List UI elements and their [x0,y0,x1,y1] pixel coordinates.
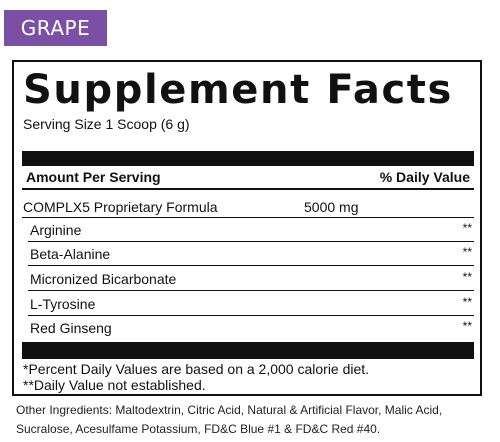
ingredient-daily-value: ** [462,221,472,235]
flavor-badge: GRAPE [4,10,107,46]
formula-amount: 5000 mg [304,199,359,215]
ingredient-daily-value: ** [462,319,472,333]
ingredient-name: Micronized Bicarbonate [30,271,177,287]
formula-row: COMPLX5 Proprietary Formula 5000 mg [22,198,474,218]
ingredient-row: Arginine ** [28,218,474,242]
daily-value-footnote: *Percent Daily Values are based on a 2,0… [23,361,370,377]
ingredient-row: L-Tyrosine ** [28,292,474,316]
other-ingredients-line: Sucralose, Acesulfame Potassium, FD&C Bl… [16,422,381,436]
not-established-footnote: **Daily Value not established. [23,377,206,393]
ingredient-row: Red Ginseng ** [28,316,474,340]
top-divider-bar [22,151,474,166]
ingredient-name: Arginine [30,222,82,238]
amount-per-serving-header: Amount Per Serving [26,169,161,185]
ingredient-daily-value: ** [462,270,472,284]
serving-size: Serving Size 1 Scoop (6 g) [23,116,190,132]
supplement-facts-panel: Supplement Facts Serving Size 1 Scoop (6… [12,60,482,396]
flavor-label: GRAPE [20,16,91,40]
panel-title: Supplement Facts [23,67,453,113]
other-ingredients-line: Other Ingredients: Maltodextrin, Citric … [16,403,443,417]
ingredient-daily-value: ** [462,295,472,309]
ingredient-name: Red Ginseng [30,320,112,336]
bottom-divider-bar [22,342,474,359]
ingredient-row: Micronized Bicarbonate ** [28,267,474,291]
ingredient-name: L-Tyrosine [30,296,96,312]
ingredient-name: Beta-Alanine [30,246,111,262]
ingredient-daily-value: ** [462,245,472,259]
other-ingredients: Other Ingredients: Maltodextrin, Citric … [16,401,496,439]
ingredient-row: Beta-Alanine ** [28,242,474,266]
daily-value-header: % Daily Value [379,169,470,185]
formula-name: COMPLX5 Proprietary Formula [23,199,218,215]
column-header-row: Amount Per Serving % Daily Value [22,166,474,190]
